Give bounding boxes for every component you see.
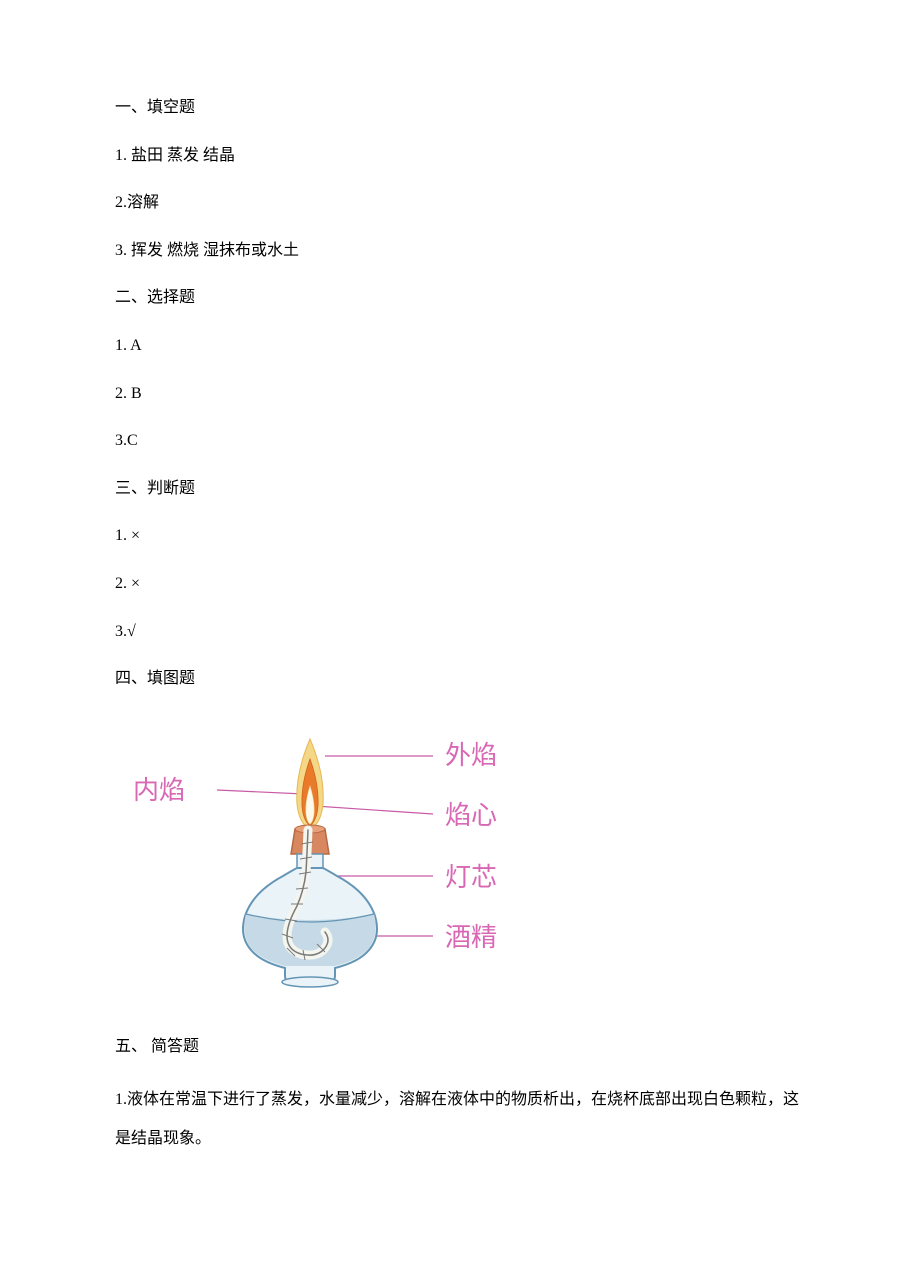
section-5-heading: 五、 简答题	[115, 1034, 805, 1060]
choice-q3: 3.C	[115, 428, 805, 454]
alcohol-lamp-diagram: 内焰 外焰 焰心 灯芯 酒精	[115, 714, 805, 1014]
short-q1: 1.液体在常温下进行了蒸发，水量减少，溶解在液体中的物质析出，在烧杯底部出现白色…	[115, 1081, 805, 1158]
fill-q1: 1. 盐田 蒸发 结晶	[115, 143, 805, 169]
fill-q3: 3. 挥发 燃烧 湿抹布或水土	[115, 238, 805, 264]
section-2-heading: 二、选择题	[115, 285, 805, 311]
judge-q3: 3.√	[115, 619, 805, 645]
choice-q1: 1. A	[115, 333, 805, 359]
label-outer-flame: 外焰	[445, 741, 497, 770]
label-alcohol: 酒精	[445, 923, 497, 952]
section-1-heading: 一、填空题	[115, 95, 805, 121]
section-4-heading: 四、填图题	[115, 666, 805, 692]
judge-q2: 2. ×	[115, 571, 805, 597]
label-inner-flame: 内焰	[133, 776, 185, 805]
label-flame-core: 焰心	[445, 801, 497, 830]
judge-q1: 1. ×	[115, 523, 805, 549]
choice-q2: 2. B	[115, 381, 805, 407]
fill-q2: 2.溶解	[115, 190, 805, 216]
section-3-heading: 三、判断题	[115, 476, 805, 502]
label-wick: 灯芯	[445, 863, 497, 892]
